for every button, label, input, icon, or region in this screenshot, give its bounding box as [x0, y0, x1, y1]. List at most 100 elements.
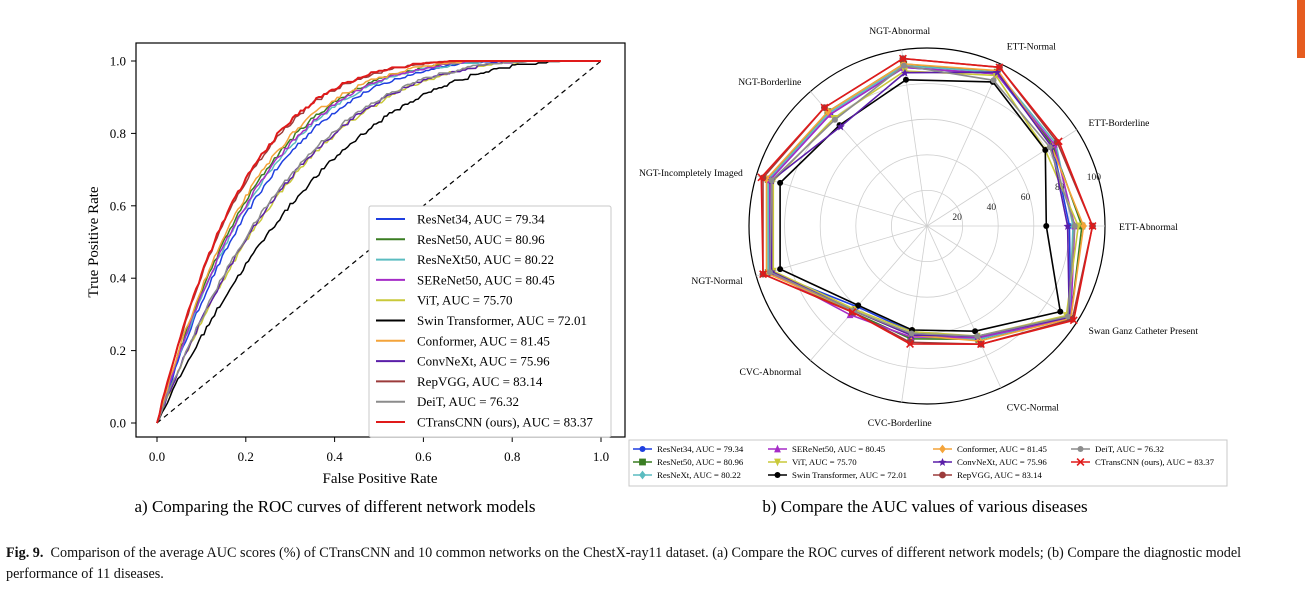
radar-axis-label: ETT-Borderline	[1089, 118, 1150, 129]
radar-point	[1054, 137, 1063, 146]
radar-spoke	[926, 63, 1002, 227]
radar-point	[1088, 222, 1097, 230]
radar-axis-label: NGT-Borderline	[738, 77, 801, 88]
radar-series-vit	[769, 67, 1082, 341]
radar-series-line	[765, 63, 1085, 342]
radar-axis-label: CVC-Borderline	[868, 418, 932, 429]
roc-subtitle: a) Comparing the ROC curves of different…	[135, 497, 536, 516]
page-edge-marker	[1297, 0, 1305, 58]
radar-legend-label: ResNeXt, AUC = 80.22	[657, 470, 741, 480]
roc-legend-label: ResNet50, AUC = 80.96	[417, 232, 545, 247]
roc-legend: ResNet34, AUC = 79.34 ResNet50, AUC = 80.…	[368, 205, 612, 438]
radar-legend-label: RepVGG, AUC = 83.14	[957, 470, 1042, 480]
radar-point	[759, 270, 768, 279]
radar-point	[855, 302, 862, 309]
radar-legend-label: CTransCNN (ours), AUC = 83.37	[1095, 457, 1215, 467]
roc-y-axis-label: True Positive Rate	[86, 186, 102, 297]
radar-radial-tick-label: 60	[1021, 193, 1031, 203]
figure-caption-block: Fig. 9. Comparison of the average AUC sc…	[6, 543, 1302, 585]
radar-point	[1042, 146, 1049, 153]
radar-series-ctranscnn-ours	[757, 54, 1097, 349]
radar-point	[766, 269, 773, 276]
radar-legend-swatch-marker	[639, 446, 646, 452]
roc-legend-label: DeiT, AUC = 76.32	[417, 394, 519, 409]
roc-legend-box	[368, 205, 612, 438]
radar-point	[1080, 221, 1088, 231]
radar-legend-swatch-marker	[639, 458, 646, 466]
roc-legend-label: Conformer, AUC = 81.45	[417, 333, 550, 348]
roc-legend-label: ViT, AUC = 75.70	[417, 293, 513, 308]
radar-legend-swatch-marker	[774, 472, 781, 478]
radar-axis-label: CVC-Normal	[1007, 403, 1060, 414]
radar-legend-label: ConvNeXt, AUC = 75.96	[957, 457, 1047, 467]
radar-legend: ResNet34, AUC = 79.34 ResNet50, AUC = 80.…	[628, 439, 1228, 487]
radar-series-line	[762, 57, 1094, 346]
roc-y-tick-label: 1.0	[110, 54, 126, 69]
roc-y-tick-label: 0.4	[110, 271, 127, 286]
radar-axis-label: NGT-Incompletely Imaged	[639, 168, 743, 179]
radar-point	[898, 54, 907, 63]
roc-chance-line	[156, 60, 602, 424]
radar-point	[1057, 308, 1064, 315]
radar-legend-label: ResNet34, AUC = 79.34	[657, 444, 744, 454]
radar-point	[990, 77, 997, 84]
radar-point	[820, 103, 829, 112]
radar-point	[900, 68, 909, 77]
radar-legend-label: Swin Transformer, AUC = 72.01	[792, 470, 907, 480]
roc-legend-label: ResNet34, AUC = 79.34	[417, 212, 545, 227]
radar-point	[777, 266, 784, 273]
radar-axis-label: ETT-Abnormal	[1119, 222, 1178, 233]
radar-spoke	[810, 225, 928, 361]
radar-legend-box	[628, 439, 1228, 487]
roc-x-tick-label: 0.8	[504, 449, 520, 464]
radar-point	[1069, 316, 1078, 325]
radar-legend-swatch-marker	[774, 458, 781, 467]
radar-point	[831, 116, 838, 123]
radar-series-line	[779, 78, 1062, 333]
radar-spoke	[901, 225, 928, 403]
roc-x-tick-label: 0.6	[415, 449, 432, 464]
radar-legend-swatch-marker	[1076, 458, 1085, 466]
radar-series-deit	[766, 62, 1078, 340]
radar-spoke	[926, 225, 1002, 389]
radar-point	[908, 330, 915, 337]
radar-legend-swatch-marker	[1077, 446, 1084, 452]
radar-point	[848, 308, 857, 317]
radar-legend-swatch-marker	[939, 444, 946, 454]
radar-point	[906, 340, 914, 349]
roc-legend-label: SEReNet50, AUC = 80.45	[417, 272, 555, 287]
figure-label: Fig. 9.	[6, 545, 44, 561]
radar-point	[974, 333, 981, 340]
roc-x-tick-label: 0.0	[149, 449, 165, 464]
radar-legend-label: ResNet50, AUC = 80.96	[657, 457, 744, 467]
radar-point	[1043, 223, 1050, 229]
radar-series-line	[767, 63, 1083, 341]
radar-point	[1063, 222, 1072, 230]
roc-y-tick-label: 0.6	[110, 198, 127, 213]
radar-point	[1071, 223, 1078, 229]
roc-curve-swin-transformer	[156, 60, 601, 424]
radar-series-line	[760, 57, 1094, 346]
figure-caption: Comparison of the average AUC scores (%)…	[6, 545, 1242, 582]
roc-x-tick-label: 0.2	[238, 449, 254, 464]
roc-x-tick-label: 0.4	[326, 449, 343, 464]
radar-spoke	[901, 49, 928, 227]
radar-radial-tick-label: 100	[1087, 173, 1102, 183]
radar-point	[995, 63, 1004, 72]
radar-point	[1064, 313, 1071, 320]
radar-point	[900, 62, 907, 69]
radar-point	[972, 328, 979, 335]
radar-legend-label: DeiT, AUC = 76.32	[1095, 444, 1164, 454]
radar-series-resnet50	[764, 60, 1086, 343]
roc-y-tick-label: 0.8	[110, 126, 126, 141]
radar-axis-label: Swan Ganz Catheter Present	[1089, 326, 1199, 337]
roc-legend-label: ConvNeXt, AUC = 75.96	[417, 354, 550, 369]
radar-series-conformer	[763, 59, 1088, 346]
radar-point	[993, 68, 1002, 77]
radar-legend-swatch-marker	[774, 444, 781, 453]
roc-legend-label: CTransCNN (ours), AUC = 83.37	[417, 415, 593, 430]
roc-legend-label: RepVGG, AUC = 83.14	[417, 374, 543, 389]
radar-point	[777, 179, 784, 186]
radar-spoke	[756, 225, 928, 277]
